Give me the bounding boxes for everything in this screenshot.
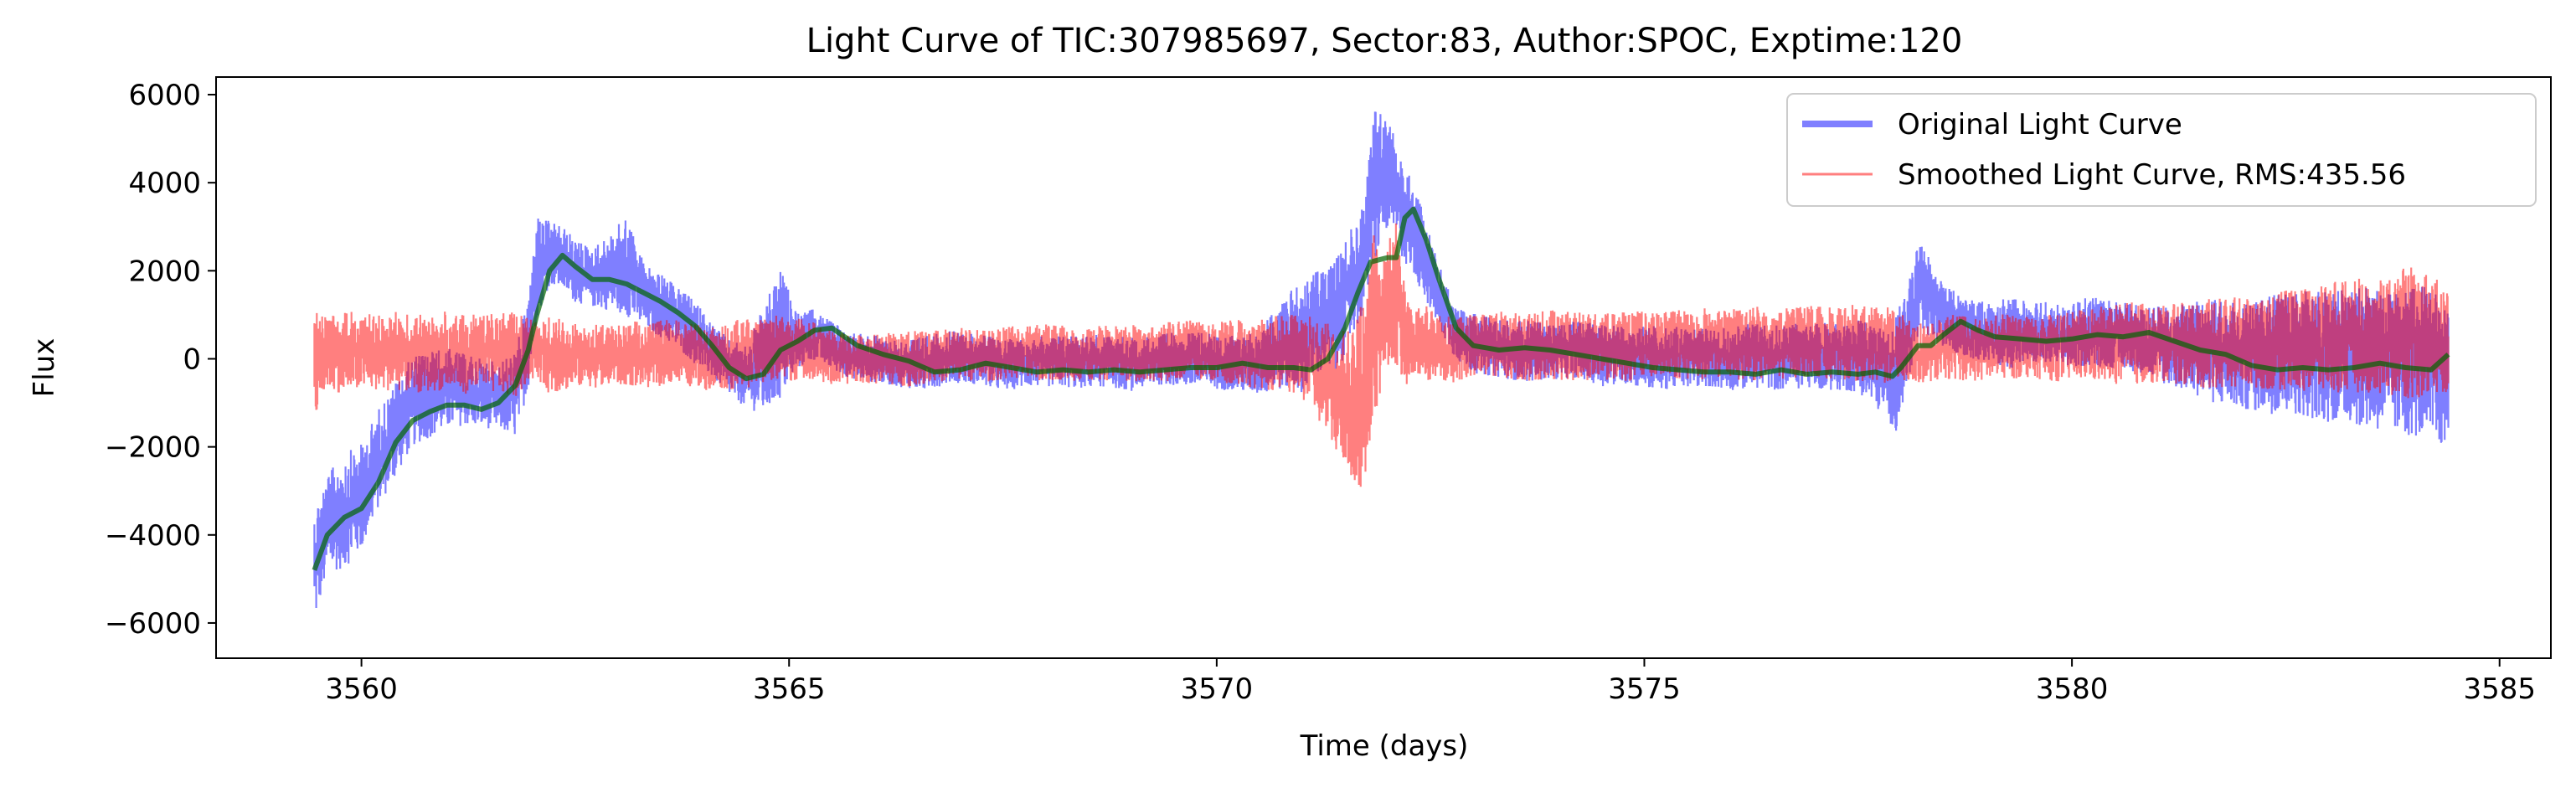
y-tick-label: 0	[183, 342, 201, 376]
x-tick-label: 3585	[2463, 672, 2536, 706]
y-axis-label: Flux	[28, 338, 61, 398]
x-tick-label: 3580	[2036, 672, 2109, 706]
legend-label-smoothed: Smoothed Light Curve, RMS:435.56	[1898, 158, 2406, 192]
series-layer	[312, 111, 2450, 608]
x-tick-label: 3570	[1181, 672, 1254, 706]
y-tick-label: −2000	[105, 431, 201, 465]
legend-label-original: Original Light Curve	[1898, 108, 2182, 142]
x-tick-label: 3560	[325, 672, 398, 706]
legend: Original Light Curve Smoothed Light Curv…	[1786, 93, 2537, 207]
x-axis-ticks: 3560 3565 3570 3575 3580 3585	[325, 658, 2536, 706]
series-line-2	[312, 206, 2450, 571]
y-tick-label: 6000	[128, 79, 201, 112]
x-tick-label: 3575	[1608, 672, 1681, 706]
y-axis-ticks: −6000 −4000 −2000 0 2000 4000 6000	[105, 79, 216, 641]
y-tick-label: −4000	[105, 519, 201, 553]
x-axis-label: Time (days)	[1300, 729, 1469, 763]
series-2	[312, 206, 2450, 571]
y-tick-label: 4000	[128, 167, 201, 200]
legend-box	[1786, 93, 2537, 207]
axes-frame	[215, 76, 2552, 659]
chart-title: Light Curve of TIC:307985697, Sector:83,…	[806, 22, 1963, 60]
y-tick-label: 2000	[128, 255, 201, 288]
x-tick-label: 3565	[753, 672, 826, 706]
plot-area	[312, 111, 2450, 608]
y-tick-label: −6000	[105, 607, 201, 641]
